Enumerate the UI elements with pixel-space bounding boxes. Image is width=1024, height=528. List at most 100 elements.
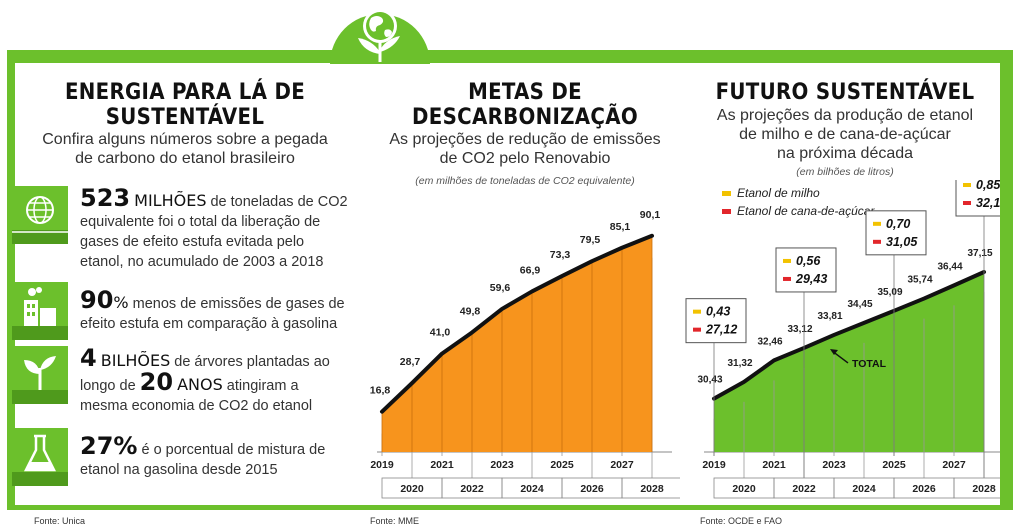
chart2-tick-label-2019: 2019 (702, 459, 726, 471)
stat3-big: 4 (80, 344, 97, 372)
section1-title-line2: SUSTENTÁVEL (105, 105, 265, 130)
decarbonization-chart: 16,8 28,7 41,0 49,8 59,6 66,9 73,3 79,5 85,1 90,1… (370, 209, 680, 499)
chart1-tick-label-2023: 2023 (490, 459, 514, 471)
stat-emission-reduction: 90% menos de emissões de gases de efeito… (80, 288, 350, 334)
section2-title: METAS DE DESCARBONIZAÇÃO (370, 80, 680, 130)
source-ocde-fao: Fonte: OCDE e FAO (700, 516, 783, 526)
chart2-tick-label-2022: 2022 (792, 483, 816, 495)
chart2-callout-cana-2028: 32,19 (976, 196, 1000, 210)
chart2-callout-cana-swatch-2019 (693, 327, 701, 332)
stat3-mid2: ANOS (177, 375, 223, 394)
chart1-data-label-2022: 49,8 (460, 305, 481, 317)
chart1-tick-label-2025: 2025 (550, 459, 574, 471)
chart2-total-line (712, 270, 986, 401)
flask-icon (12, 428, 68, 486)
legend-milho-swatch (722, 191, 731, 197)
chart2-callout-milho-2022: 0,56 (796, 254, 821, 268)
chart2-data-label-2021: 32,46 (757, 336, 782, 347)
chart2-data-label-2024: 34,45 (847, 299, 872, 310)
chart2-callout-box-2019 (685, 298, 747, 344)
source-unica: Fonte: Unica (34, 516, 86, 526)
chart2-callout-milho-2019: 0,43 (706, 305, 730, 319)
stat-trees-equivalent: 4 BILHÕES de árvores plantadas ao longo … (80, 346, 350, 416)
globe-leaf-icon (330, 9, 430, 64)
section2-title-line2: DESCARBONIZAÇÃO (412, 105, 638, 130)
chart2-callout-cana-2022: 29,43 (795, 272, 827, 286)
chart2-tick-box-2028 (953, 477, 1000, 499)
chart2-tick-label-2023: 2023 (822, 459, 846, 471)
legend-cana-swatch (722, 209, 731, 215)
stat1-mid: MILHÕES (134, 191, 207, 210)
chart1-tick-label-2022: 2022 (460, 483, 484, 495)
chart1-tick-label-2021: 2021 (430, 459, 454, 471)
globe-icon (12, 186, 68, 244)
section3-subtitle-line1: As projeções da produção de etanol (716, 107, 974, 124)
stat3-text2: atingiram a mesma economia de CO2 do eta… (80, 378, 313, 414)
sprout-icon (12, 346, 68, 404)
chart2-callout-milho-swatch-2028 (963, 183, 971, 187)
chart2-data-label-2022: 33,12 (787, 324, 812, 335)
chart2-data-label-2027: 36,44 (937, 261, 962, 272)
factory-icon (12, 282, 68, 340)
stat2-big: 90 (80, 286, 114, 314)
section3-subtitle-line2: de milho e de cana-de-açúcar (739, 126, 951, 143)
chart2-area (714, 272, 984, 452)
chart2-data-label-2025: 35,09 (877, 287, 902, 298)
chart2-tick-label-2027: 2027 (942, 459, 966, 471)
section2-subtitle-line2: de CO2 pelo Renovabio (439, 150, 611, 167)
chart2-tick-label-2025: 2025 (882, 459, 906, 471)
chart2-callout-milho-swatch-2022 (783, 258, 791, 263)
chart2-callout-cana-2025: 31,05 (886, 235, 918, 249)
chart1-tick-label-2026: 2026 (580, 483, 604, 495)
chart2-tick-label-2020: 2020 (732, 483, 756, 495)
legend-cana: Etanol de cana-de-açúcar (722, 204, 874, 218)
chart1-data-label-2028: 90,1 (640, 209, 661, 221)
chart2-callout-box-2022 (775, 247, 837, 293)
stat-ethanol-blend: 27% é o porcentual de mistura de etanol … (80, 434, 350, 480)
legend-milho: Etanol de milho (722, 186, 820, 200)
legend-milho-label: Etanol de milho (737, 186, 820, 200)
chart2-tick-label-2028: 2028 (972, 483, 996, 495)
chart1-data-label-2025: 73,3 (550, 249, 571, 261)
chart2-tick-label-2026: 2026 (912, 483, 936, 495)
stat3-mid: BILHÕES (100, 351, 171, 370)
chart2-callout-cana-2019: 27,12 (705, 323, 737, 337)
chart1-data-label-2023: 59,6 (490, 282, 511, 294)
stat-emissions-avoided: 523 MILHÕES de toneladas de CO2 equivale… (80, 186, 350, 272)
chart1-data-label-2027: 85,1 (610, 221, 631, 233)
chart1-tick-label-2028: 2028 (640, 483, 664, 495)
section1-title: ENERGIA PARA LÁ DE SUSTENTÁVEL (40, 80, 330, 130)
chart2-callout-milho-swatch-2019 (693, 309, 701, 314)
sustainable-future-chart: 30,43 31,32 32,46 33,12 33,81 34,45 35,09 35,74… (685, 180, 1000, 499)
chart1-data-label-2019: 16,8 (370, 385, 391, 397)
chart1-tick-box-2028 (621, 477, 680, 499)
section3-title-line1: FUTURO SUSTENTÁVEL (715, 80, 975, 105)
chart2-data-label-2019: 30,43 (697, 375, 722, 386)
chart1-data-label-2020: 28,7 (400, 356, 421, 368)
chart1-tick-label-2019: 2019 (370, 459, 394, 471)
section2-unit-note: (em milhões de toneladas de CO2 equivale… (415, 175, 635, 187)
stat2-mid: % (113, 293, 129, 312)
chart2-data-label-2028: 37,15 (967, 248, 992, 259)
section1-title-line1: ENERGIA PARA LÁ DE (64, 80, 306, 105)
chart2-callout-milho-2028: 0,85 (976, 180, 1000, 192)
chart2-callout-cana-swatch-2028 (963, 201, 971, 205)
chart1-data-label-2024: 66,9 (520, 264, 541, 276)
stat1-big: 523 (80, 184, 131, 212)
chart2-callout-cana-swatch-2025 (873, 239, 881, 244)
section2-subtitle: As projeções de redução de emissões de C… (370, 130, 680, 168)
section3-title: FUTURO SUSTENTÁVEL (700, 80, 990, 105)
chart1-tick-label-2027: 2027 (610, 459, 634, 471)
chart2-callout-cana-swatch-2022 (783, 276, 791, 281)
chart2-data-label-2023: 33,81 (817, 311, 842, 322)
stat4-text: é o porcentual de mistura de etanol na g… (80, 442, 326, 478)
stat1-text: de toneladas de CO2 equivalente foi o to… (80, 194, 348, 270)
stat2-text: menos de emissões de gases de efeito est… (80, 296, 345, 332)
chart2-callout-milho-2025: 0,70 (886, 217, 910, 231)
section1-subtitle-line1: Confira alguns números sobre a pegada (42, 131, 328, 148)
chart2-data-label-2020: 31,32 (727, 358, 752, 369)
section1-subtitle: Confira alguns números sobre a pegada de… (20, 130, 350, 168)
chart2-total-arrowhead (830, 348, 838, 355)
chart1-tick-label-2024: 2024 (520, 483, 544, 495)
section3-subtitle: As projeções da produção de etanol de mi… (700, 106, 990, 163)
